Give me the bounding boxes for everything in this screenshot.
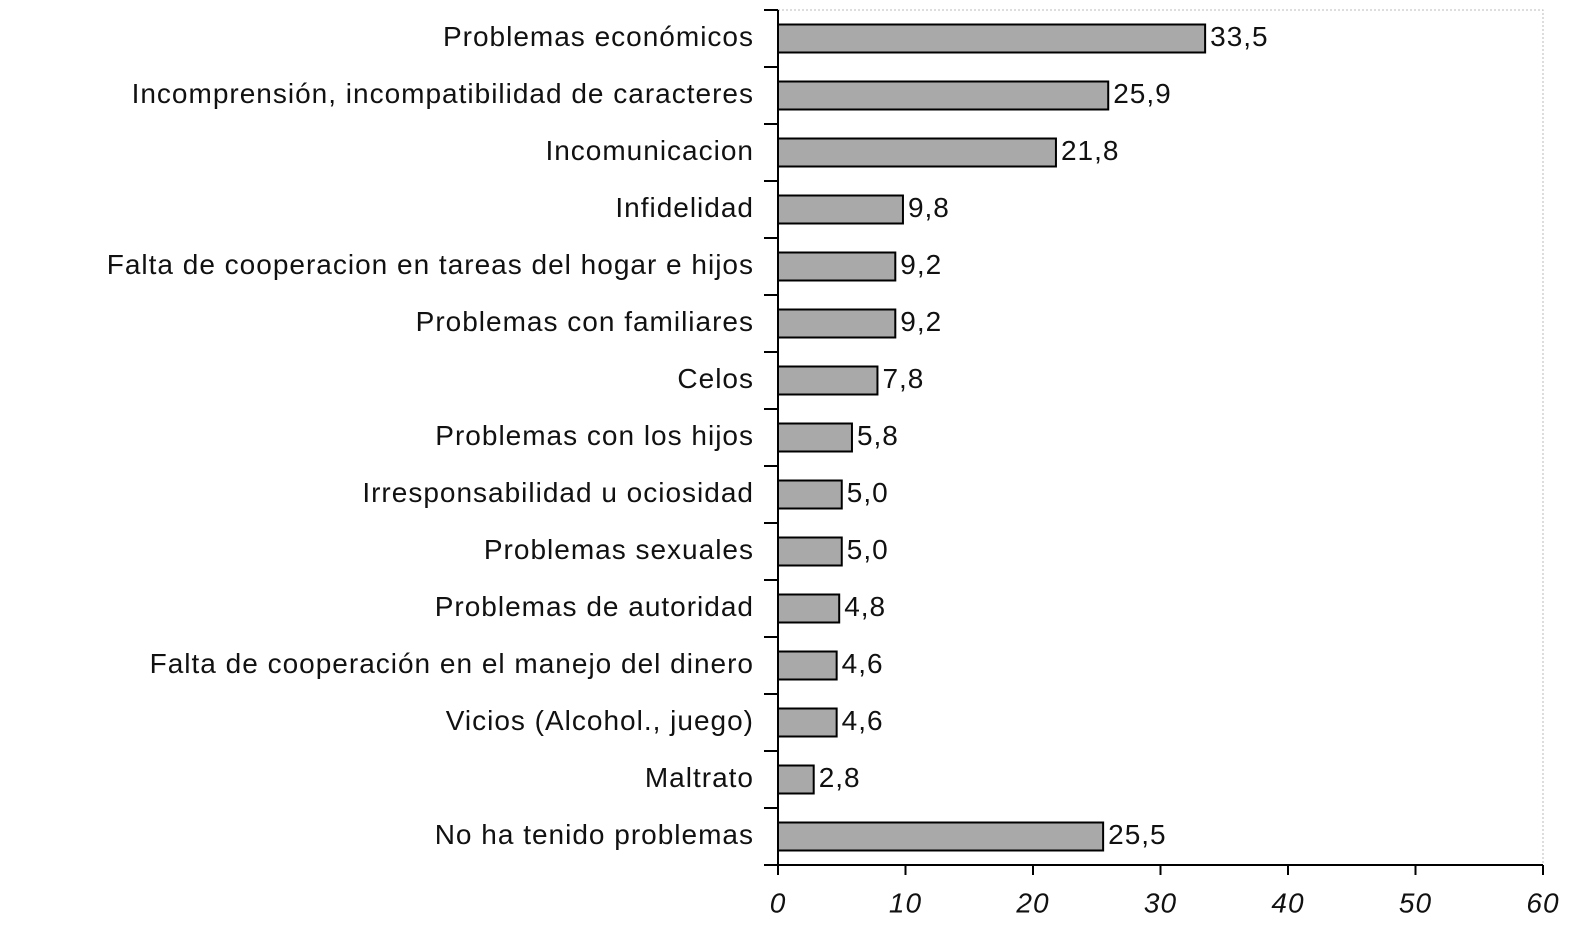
value-label: 2,8 <box>819 762 861 793</box>
bar <box>777 80 1110 111</box>
value-label: 5,0 <box>847 534 889 565</box>
y-tick-label: Problemas de autoridad <box>435 591 754 622</box>
x-tick-label: 30 <box>1144 887 1177 918</box>
x-tick-label: 20 <box>1015 887 1049 918</box>
y-tick-label: Infidelidad <box>615 192 754 223</box>
y-tick-label: Maltrato <box>645 762 754 793</box>
bar <box>777 593 841 624</box>
bar <box>777 536 843 567</box>
x-tick-label: 10 <box>889 887 922 918</box>
y-tick-label: Irresponsabilidad u ociosidad <box>362 477 754 508</box>
x-tick-label: 50 <box>1399 887 1432 918</box>
value-label: 33,5 <box>1210 21 1269 52</box>
value-label: 21,8 <box>1061 135 1120 166</box>
y-tick-label: Problemas con familiares <box>416 306 754 337</box>
bar <box>777 650 838 681</box>
y-tick-label: Problemas con los hijos <box>435 420 754 451</box>
value-label: 9,2 <box>900 306 942 337</box>
value-label: 9,8 <box>908 192 950 223</box>
value-label: 4,8 <box>844 591 886 622</box>
y-tick-label: Problemas sexuales <box>484 534 754 565</box>
bar <box>777 137 1057 168</box>
bar <box>777 479 843 510</box>
y-tick-label: Falta de cooperación en el manejo del di… <box>150 648 754 679</box>
bar <box>777 422 853 453</box>
value-label: 25,5 <box>1108 819 1167 850</box>
y-tick-label: Vicios (Alcohol., juego) <box>446 705 754 736</box>
bar <box>777 365 879 396</box>
y-tick-label: Problemas económicos <box>443 21 754 52</box>
value-label: 25,9 <box>1113 78 1172 109</box>
bar <box>777 251 897 282</box>
x-tick-label: 60 <box>1526 887 1559 918</box>
value-label: 7,8 <box>882 363 924 394</box>
y-tick-label: Celos <box>677 363 754 394</box>
bar <box>777 764 815 795</box>
y-tick-label: No ha tenido problemas <box>435 819 754 850</box>
value-label: 4,6 <box>842 705 884 736</box>
bar <box>777 707 838 738</box>
bar <box>777 821 1105 852</box>
bar <box>777 308 897 339</box>
value-label: 4,6 <box>842 648 884 679</box>
value-label: 5,8 <box>857 420 899 451</box>
y-tick-label: Falta de cooperacion en tareas del hogar… <box>107 249 754 280</box>
value-label: 9,2 <box>900 249 942 280</box>
bar <box>777 23 1207 54</box>
x-tick-label: 40 <box>1271 887 1304 918</box>
y-tick-label: Incomunicacion <box>545 135 754 166</box>
y-tick-label: Incomprensión, incompatibilidad de carac… <box>132 78 754 109</box>
x-tick-label: 0 <box>770 887 787 918</box>
bar <box>777 194 904 225</box>
value-label: 5,0 <box>847 477 889 508</box>
